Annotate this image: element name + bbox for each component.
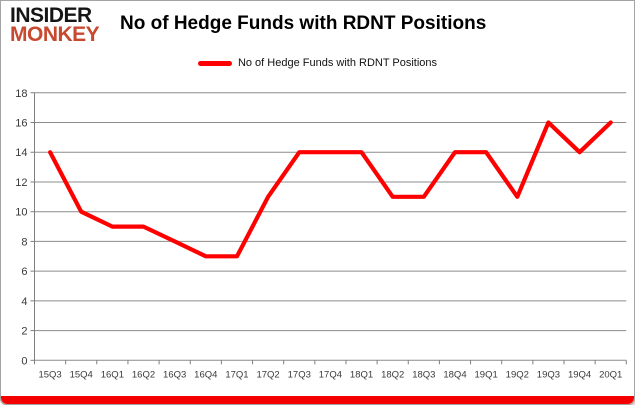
xtick-label-20Q1: 20Q1 (599, 369, 622, 380)
logo-line-monkey: MONKEY (10, 23, 100, 47)
ytick-label-16: 16 (15, 118, 27, 130)
ytick-label-18: 18 (15, 88, 27, 100)
xtick-label-17Q3: 17Q3 (288, 369, 311, 380)
logo-line-insider: INSIDER (10, 4, 92, 27)
ytick-label-10: 10 (15, 207, 27, 219)
xtick-label-19Q2: 19Q2 (506, 369, 529, 380)
xtick-label-17Q4: 17Q4 (319, 369, 342, 380)
xtick-label-17Q1: 17Q1 (225, 369, 248, 380)
bottom-accent-bar (1, 396, 634, 404)
xtick-label-19Q4: 19Q4 (568, 369, 591, 380)
ytick-label-6: 6 (21, 266, 27, 278)
xtick-label-16Q3: 16Q3 (163, 369, 186, 380)
xtick-label-18Q2: 18Q2 (381, 369, 404, 380)
ytick-label-4: 4 (21, 296, 27, 308)
series-line-hedge-funds (47, 120, 613, 259)
ytick-label-8: 8 (21, 236, 27, 248)
ytick-label-14: 14 (15, 147, 27, 159)
xtick-label-16Q1: 16Q1 (101, 369, 124, 380)
legend-line-swatch (197, 60, 232, 66)
xtick-label-16Q2: 16Q2 (132, 369, 155, 380)
xtick-label-19Q1: 19Q1 (475, 369, 498, 380)
legend-label: No of Hedge Funds with RDNT Positions (237, 57, 438, 69)
chart-title: No of Hedge Funds with RDNT Positions (120, 13, 487, 34)
xtick-label-15Q3: 15Q3 (38, 369, 61, 380)
chart-legend: No of Hedge Funds with RDNT Positions (1, 57, 634, 69)
xtick-label-15Q4: 15Q4 (70, 369, 93, 380)
ytick-label-2: 2 (21, 326, 27, 338)
xtick-label-19Q3: 19Q3 (537, 369, 560, 380)
xtick-label-17Q2: 17Q2 (256, 369, 279, 380)
xtick-label-18Q3: 18Q3 (412, 369, 435, 380)
xtick-label-16Q4: 16Q4 (194, 369, 217, 380)
xtick-label-18Q4: 18Q4 (443, 369, 466, 380)
insider-monkey-logo: INSIDER MONKEY (10, 4, 100, 47)
xtick-label-18Q1: 18Q1 (350, 369, 373, 380)
ytick-label-0: 0 (21, 355, 27, 367)
ytick-label-12: 12 (15, 177, 27, 189)
